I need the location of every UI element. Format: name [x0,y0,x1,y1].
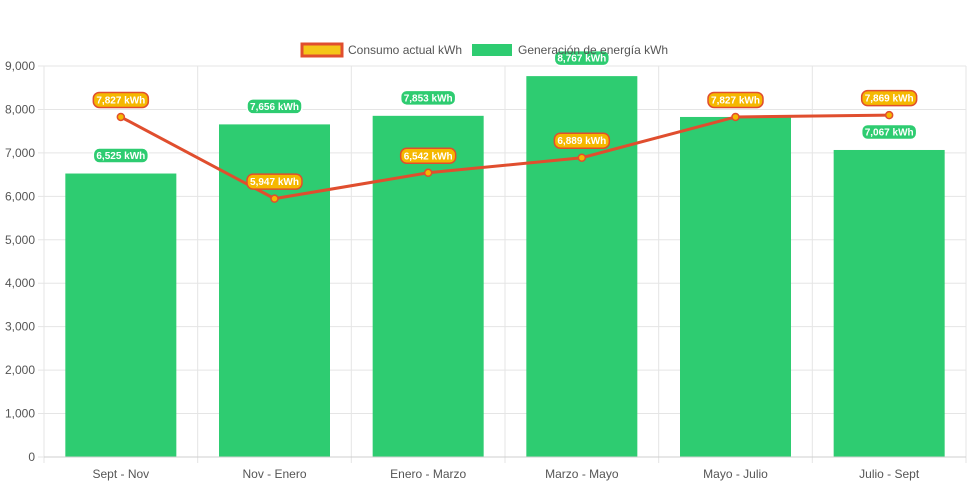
line-point [270,194,279,203]
bar-data-label-bg [246,98,303,115]
legend-label: Generación de energía kWh [518,43,668,57]
bar-data-label-bg [860,123,918,141]
line-data-label: 6,542 kWh [404,151,453,162]
bar-data-label-bg [399,89,457,107]
y-tick-label: 3,000 [5,320,35,334]
x-tick-label: Sept - Nov [92,467,149,481]
line-data-label: 7,827 kWh [96,95,145,106]
line-point [884,110,894,120]
line-data-label: 7,869 kWh [865,94,914,105]
data-labels: 6,525 kWh 7,656 kWh 7,853 kWh 8,767 kWh 7,82… [92,49,918,190]
line-point [116,112,126,122]
y-tick-label: 4,000 [5,276,35,290]
line-data-label-bg [860,89,918,107]
legend-item-consumo[interactable]: Consumo actual kWh [300,42,462,58]
y-tick-label: 1,000 [5,407,35,421]
x-tick-label: Nov - Enero [242,467,306,481]
legend-swatch-line [300,42,344,58]
y-tick-label: 5,000 [5,233,35,247]
bar-data-label: 7,067 kWh [865,127,914,138]
y-tick-label: 0 [28,450,35,464]
line-point [731,112,740,122]
bar-data-label: 8,767 kWh [557,54,606,65]
bar-data-label-bg [553,49,611,67]
line-data-label: 5,947 kWh [250,177,299,188]
legend[interactable]: Consumo actual kWh Generación de energía … [300,42,668,58]
bar [833,149,945,458]
bar [372,115,484,457]
x-tick-label: Marzo - Mayo [545,467,619,481]
bar [680,116,791,458]
x-axis: Sept - Nov Nov - Enero Enero - Marzo Marzo … [44,456,966,481]
legend-swatch-bar [472,44,512,56]
y-axis: 0 1,000 2,000 3,000 4,000 5,000 6,000 7,000 8,00… [5,59,35,464]
bar-data-label: 6,525 kWh [96,151,145,162]
line-data-label-bg [246,173,303,190]
line-data-label: 7,827 kWh [711,95,760,106]
grid-lines [38,65,967,463]
line-point [423,168,433,178]
x-tick-label: Julio - Sept [859,467,920,481]
legend-label: Consumo actual kWh [348,43,462,57]
legend-item-generacion[interactable]: Generación de energía kWh [472,43,668,57]
bar [65,173,177,457]
line-data-label-bg [707,91,764,109]
y-tick-label: 2,000 [5,363,35,377]
bar-data-label: 7,656 kWh [250,102,299,113]
line-point [577,153,587,162]
y-tick-label: 9,000 [5,59,35,73]
line-data-label-bg [553,132,611,149]
line-data-label-bg [399,147,457,165]
bar-series [65,76,945,458]
y-tick-label: 6,000 [5,189,35,203]
line-data-label-bg [92,91,150,109]
x-tick-label: Enero - Marzo [390,467,466,481]
x-tick-label: Mayo - Julio [703,467,768,481]
y-tick-label: 7,000 [5,146,35,160]
line-data-label: 6,889 kWh [557,136,606,147]
y-tick-label: 8,000 [5,102,35,116]
bar-data-label-bg [92,147,150,164]
bar-data-label: 7,853 kWh [404,93,453,104]
